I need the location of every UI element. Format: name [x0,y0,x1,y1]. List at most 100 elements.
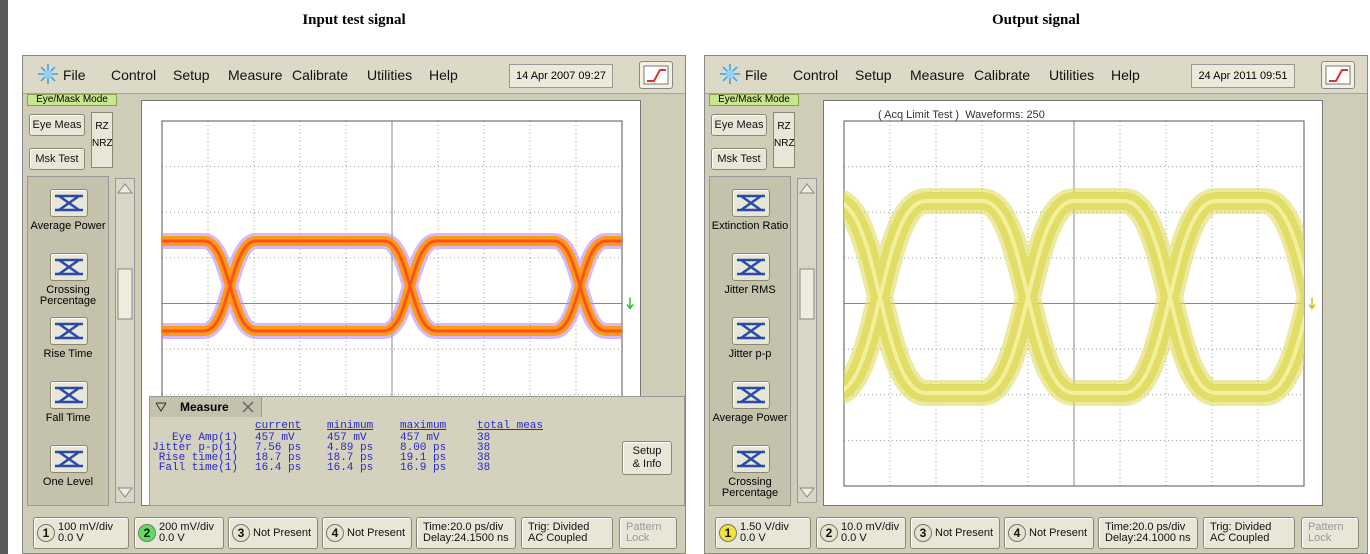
setup-info-button[interactable]: Setup & Info [622,441,672,475]
tool-label[interactable]: Fall Time [45,412,91,424]
tool-glyph [737,450,765,468]
status-button[interactable]: 1 100 mV/div 0.0 V [33,517,129,549]
tool-icon[interactable] [50,189,88,217]
mode-tab: Eye/Mask Mode [709,94,799,106]
status-button[interactable]: 3 Not Present [228,517,318,549]
tool-label[interactable]: Extinction Ratio [711,220,789,232]
status-text: 0.0 V [159,532,185,544]
rz-label: RZ [777,121,791,132]
tool-icon[interactable] [732,317,770,345]
mode-button[interactable]: Msk Test [29,148,85,170]
menu-item[interactable]: File [745,67,768,83]
menu-bar: File Control Setup Measure Calibrate Utilitie… [23,56,685,94]
tool-icon[interactable] [732,189,770,217]
date-time: 14 Apr 2007 09:27 [509,64,613,88]
measure-tab: Measure [150,397,262,417]
tool-icon[interactable] [50,445,88,473]
status-text: Time:20.0 ps/div [1105,521,1186,533]
mode-button[interactable]: Eye Meas [711,114,767,136]
measure-value: 457 mV [255,432,295,444]
tool-label[interactable]: Jitter p-p [728,348,772,360]
status-button[interactable]: Pattern Lock [1301,517,1359,549]
tool-icon[interactable] [50,381,88,409]
trigger-icon[interactable] [1321,61,1355,89]
measure-header: total meas [477,420,544,432]
measure-title: Measure [180,400,229,414]
status-button[interactable]: 4 Not Present [1004,517,1094,549]
scope-window: File Control Setup Measure Calibrate Utilitie… [704,55,1368,554]
tool-label[interactable]: Rise Time [43,348,93,360]
tool-icon[interactable] [50,253,88,281]
scroll-glyphs [116,183,134,498]
measure-value: 19.1 ps [400,452,447,464]
measure-close[interactable] [242,401,254,413]
mode-button[interactable]: Msk Test [711,148,767,170]
measure-value: 38 [477,442,491,454]
status-button[interactable]: Time:20.0 ps/div Delay:24.1000 ns [1098,517,1198,549]
mode-button[interactable]: Eye Meas [29,114,85,136]
menu-item[interactable]: Help [1111,67,1140,83]
tool-icon[interactable] [732,445,770,473]
status-button[interactable]: Pattern Lock [619,517,677,549]
tool-label[interactable]: Average Power [712,412,788,424]
menu-item[interactable]: Measure [910,67,965,83]
tool-icon[interactable] [50,317,88,345]
icon [1325,65,1351,85]
tool-icon[interactable] [732,381,770,409]
menu-item[interactable]: Setup [173,67,210,83]
status-text: 0.0 V [740,532,766,544]
status-button[interactable]: 4 Not Present [322,517,412,549]
status-text: Delay:24.1000 ns [1105,532,1191,544]
status-button[interactable]: 3 Not Present [910,517,1000,549]
tool-icon[interactable] [732,253,770,281]
menu-item[interactable]: Control [793,67,839,83]
menu-item[interactable]: File [63,67,86,83]
tool-glyph [737,322,765,340]
trigger-icon[interactable] [639,61,673,89]
measure-value: 38 [477,452,491,464]
tool-label[interactable]: Crossing Percentage [39,284,97,307]
menu-item[interactable]: Utilities [367,67,413,83]
menu-item[interactable]: Setup [855,67,892,83]
measure-header: current [255,420,302,432]
channel-number: 4 [1008,524,1026,542]
tool-column: Extinction Ratio Jitter RMS Jitter p-p Aver… [709,176,791,506]
measure-value: 18.7 ps [327,452,374,464]
channel-number: 3 [914,524,932,542]
rz-nrz-box[interactable]: RZ NRZ [773,112,795,168]
status-text: Trig: Divided [1210,521,1272,533]
tool-label[interactable]: Average Power [30,220,106,232]
tool-label[interactable]: Crossing Percentage [721,476,779,499]
menu-item[interactable]: Control [111,67,157,83]
status-text: Not Present [253,527,312,539]
menu-item[interactable]: Measure [228,67,283,83]
measure-label: Fall time(1) [158,462,238,474]
menu-item[interactable]: Calibrate [974,67,1031,83]
channel-number: 4 [326,524,344,542]
graticule [843,120,1316,487]
status-button[interactable]: Trig: Divided AC Coupled [521,517,613,549]
channel-number: 1 [37,524,55,542]
tool-label[interactable]: One Level [42,476,94,488]
menu-item[interactable]: Utilities [1049,67,1095,83]
channel-number: 3 [232,524,250,542]
status-button[interactable]: Trig: Divided AC Coupled [1203,517,1295,549]
measure-collapse[interactable] [155,401,167,412]
level-marker [1308,297,1316,310]
measure-value: 457 mV [327,432,367,444]
status-text: 1.50 V/div [740,521,789,533]
status-button[interactable]: 2 200 mV/div 0.0 V [134,517,224,549]
display: ( Acq Limit Test ) Waveforms: 250 [823,100,1323,506]
status-button[interactable]: Time:20.0 ps/div Delay:24.1500 ns [416,517,516,549]
status-text: Delay:24.1500 ns [423,532,509,544]
menu-item[interactable]: Help [429,67,458,83]
status-button[interactable]: 1 1.50 V/div 0.0 V [715,517,811,549]
status-button[interactable]: 2 10.0 mV/div 0.0 V [816,517,906,549]
tool-label[interactable]: Jitter RMS [724,284,776,296]
rz-label: RZ [95,121,109,132]
panel-title: Output signal [992,12,1080,28]
menu-item[interactable]: Calibrate [292,67,349,83]
measure-value: 38 [477,462,491,474]
rz-nrz-box[interactable]: RZ NRZ [91,112,113,168]
measure-value: 16.4 ps [327,462,374,474]
